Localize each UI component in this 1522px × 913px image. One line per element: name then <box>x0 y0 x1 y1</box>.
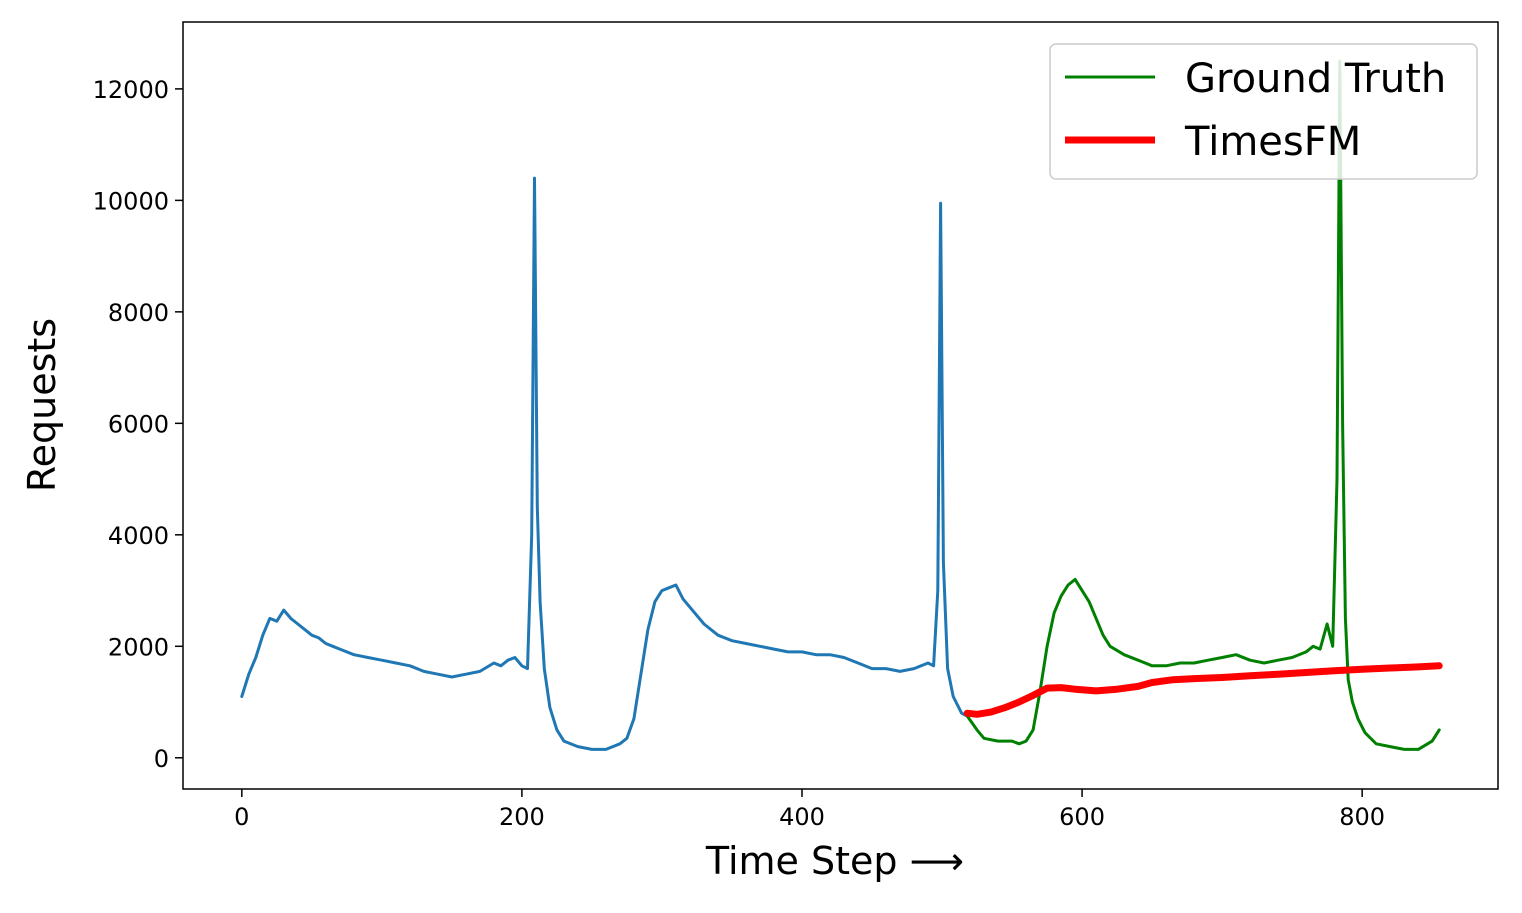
y-tick-label: 0 <box>154 745 169 773</box>
y-tick-label: 4000 <box>108 522 169 550</box>
y-tick-label: 10000 <box>93 187 169 215</box>
x-axis-title: Time Step ⟶ <box>705 839 964 883</box>
y-axis-ticks: 0 2000 4000 6000 8000 10000 12000 <box>93 76 183 773</box>
y-tick-label: 2000 <box>108 633 169 661</box>
legend-label-timesfm: TimesFM <box>1184 119 1361 165</box>
x-tick-label: 600 <box>1059 803 1105 831</box>
x-tick-label: 800 <box>1339 803 1385 831</box>
series-line-ground-truth <box>965 59 1441 751</box>
x-tick-label: 0 <box>234 803 249 831</box>
y-tick-label: 12000 <box>93 76 169 104</box>
x-tick-label: 200 <box>499 803 545 831</box>
y-tick-label: 6000 <box>108 410 169 438</box>
series-line-history <box>240 176 969 751</box>
series-line-forecast <box>963 662 1443 718</box>
y-axis-title: Requests <box>20 318 64 492</box>
legend-frame <box>1049 43 1478 180</box>
legend: Ground Truth TimesFM <box>1049 43 1478 180</box>
plot-lines <box>240 59 1443 751</box>
y-tick-label: 8000 <box>108 299 169 327</box>
plot-frame <box>182 21 1499 790</box>
x-axis-ticks: 0 200 400 600 800 <box>234 789 1385 831</box>
legend-label-ground-truth: Ground Truth <box>1185 56 1446 102</box>
x-tick-label: 400 <box>779 803 825 831</box>
